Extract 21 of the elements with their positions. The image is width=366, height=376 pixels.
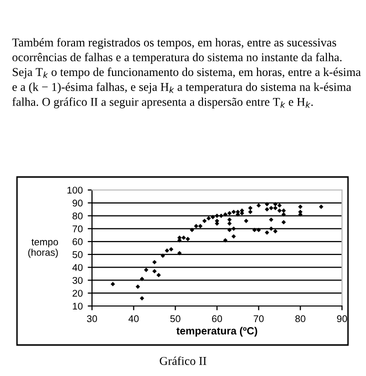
y-tick-label: 100 [67,186,83,194]
x-tick-label: 80 [295,315,306,322]
y-tick-label: 20 [72,290,83,297]
y-tick-label: 60 [72,238,83,246]
x-tick-label: 30 [86,315,98,322]
x-tick-label: 90 [337,315,348,322]
y-tick-label: 80 [72,212,83,220]
x-tick-label: 50 [170,315,180,322]
x-tick-label: 70 [254,315,264,322]
y-tick-label: 50 [72,251,83,258]
text: Também foram registrados os tempos, em horas, entre as sucessivas ocorrências de falhas e a temperatura do sistema no instante da falha. Seja T$_{k}$ o tempo de funcionamento do sistema, em horas, entre a k-ésima e a (k − 1)-ésima falhas, e seja H$_{k}$ a temperatura do sistema na k-ésima falha. O gráfico II a seguir apresenta a dispersão entre T$_{k}$ e H$_{k}$. [12,38,361,108]
x-axis-title: temperatura (ºC) [176,326,258,337]
x-tick-label: 40 [128,315,139,322]
y-tick-label: 10 [72,302,83,310]
y-tick-label: 30 [72,276,83,284]
text: Gráfico II [160,356,206,365]
y-tick-label: 70 [72,225,83,232]
y-tick-label: 90 [72,200,83,207]
y-tick-label: 40 [72,264,83,271]
x-tick-label: 60 [212,315,222,322]
y-axis-title: tempo (horas) [28,238,58,258]
